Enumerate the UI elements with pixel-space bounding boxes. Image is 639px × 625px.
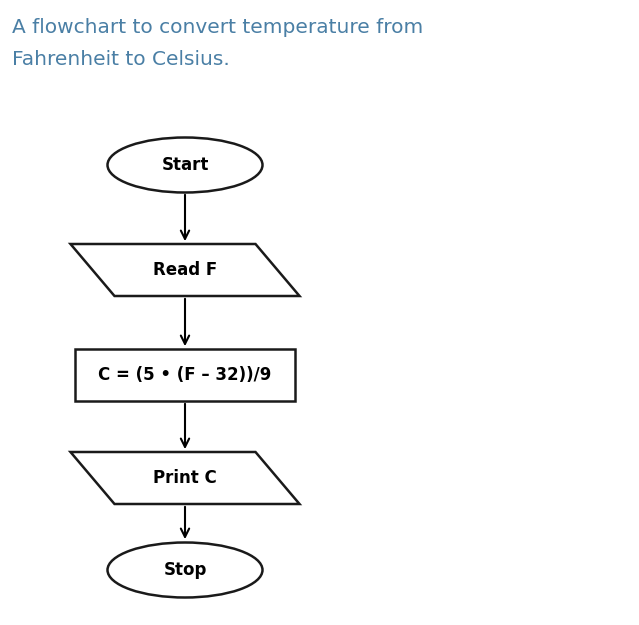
Text: Print C: Print C xyxy=(153,469,217,487)
Polygon shape xyxy=(70,244,300,296)
Ellipse shape xyxy=(107,138,263,192)
Bar xyxy=(75,349,295,401)
Text: A flowchart to convert temperature from: A flowchart to convert temperature from xyxy=(12,18,423,37)
Text: Fahrenheit to Celsius.: Fahrenheit to Celsius. xyxy=(12,50,230,69)
Text: C = (5 • (F – 32))/9: C = (5 • (F – 32))/9 xyxy=(98,366,272,384)
Text: Start: Start xyxy=(161,156,209,174)
Polygon shape xyxy=(70,452,300,504)
Text: Read F: Read F xyxy=(153,261,217,279)
Ellipse shape xyxy=(107,542,263,598)
Text: Stop: Stop xyxy=(164,561,206,579)
